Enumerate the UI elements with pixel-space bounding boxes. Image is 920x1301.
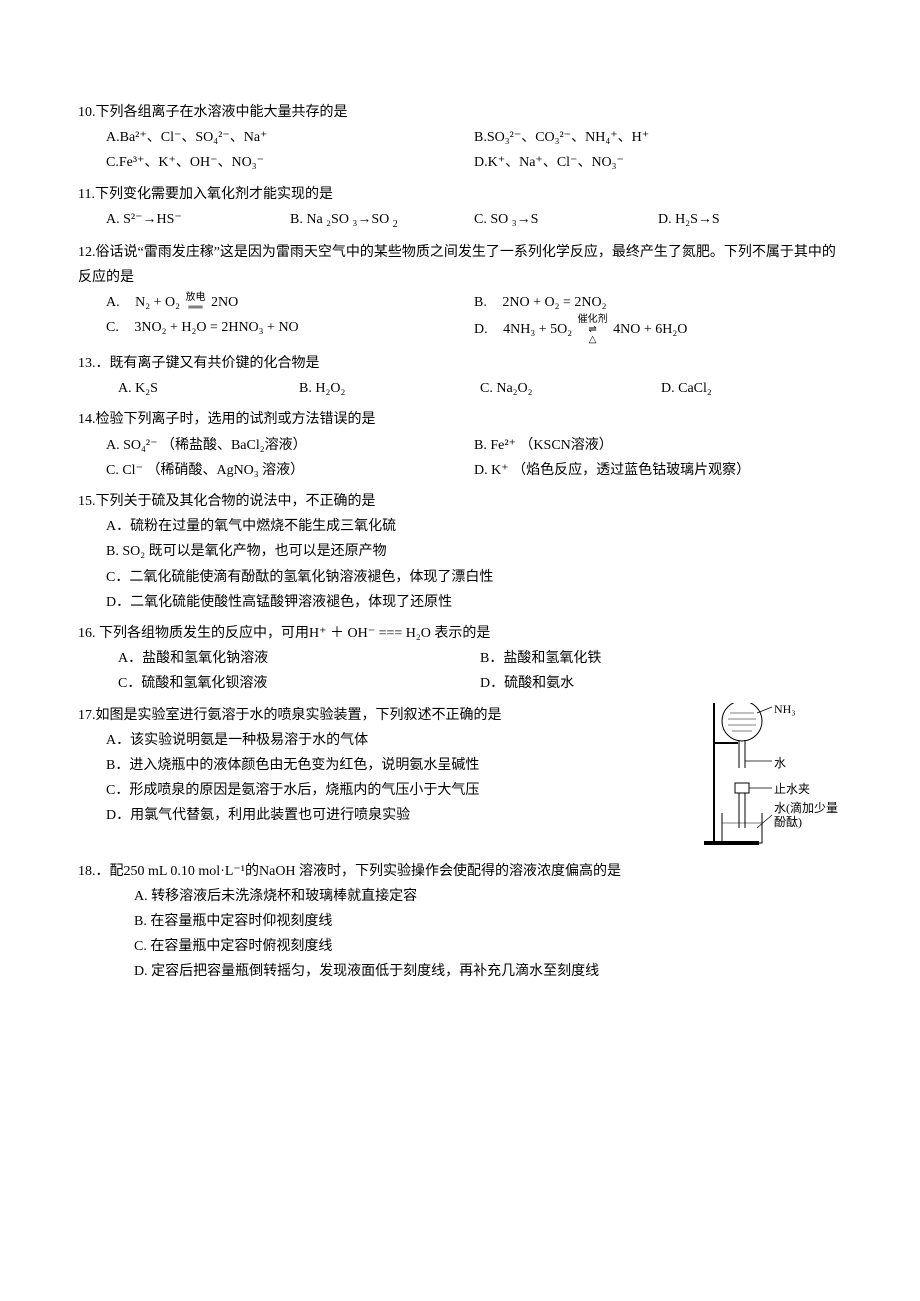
question-14: 14.检验下列离子时，选用的试剂或方法错误的是 A. SO₄²⁻ （稀盐酸、Ba… <box>78 407 842 483</box>
q16-opt-b: B．盐酸和氢氧化铁 <box>480 646 842 671</box>
q12-opt-d: D. 4NH₃ + 5O₂ 催化剂 ⇌ △ 4NO + 6H₂O <box>474 315 842 345</box>
q10-opt-d: D.K⁺、Na⁺、Cl⁻、NO₃⁻ <box>474 150 842 175</box>
discharge-condition: 放电 ══ <box>186 293 206 313</box>
q15-opt-a: A．硫粉在过量的氧气中燃烧不能生成三氧化硫 <box>106 514 842 539</box>
q13-opt-c: C. Na₂O₂ <box>480 376 661 401</box>
q10-opt-a: A.Ba²⁺、Cl⁻、SO₄²⁻、Na⁺ <box>106 125 474 150</box>
q11-opt-a: A. S²⁻→HS⁻ <box>106 207 290 234</box>
q14-opt-a: A. SO₄²⁻ （稀盐酸、BaCl₂溶液） <box>106 433 474 458</box>
question-11: 11.下列变化需要加入氧化剂才能实现的是 A. S²⁻→HS⁻ B. Na ₂S… <box>78 182 842 234</box>
catalyst-condition: 催化剂 ⇌ △ <box>578 315 608 345</box>
q14-opt-b: B. Fe²⁺ （KSCN溶液） <box>474 433 842 458</box>
q10-options: A.Ba²⁺、Cl⁻、SO₄²⁻、Na⁺ B.SO₃²⁻、CO₃²⁻、NH₄⁺、… <box>78 125 842 175</box>
question-16: 16. 下列各组物质发生的反应中，可用H⁺ ＋ OH⁻ === H₂O 表示的是… <box>78 621 842 697</box>
q12-opt-b: B. 2NO + O₂ = 2NO₂ <box>474 290 842 315</box>
q18-opt-b: B. 在容量瓶中定容时仰视刻度线 <box>134 909 842 934</box>
question-13: 13.．既有离子键又有共价键的化合物是 A. K₂S B. H₂O₂ C. Na… <box>78 351 842 401</box>
q13-opt-b: B. H₂O₂ <box>299 376 480 401</box>
fig-label-drop: 水(滴加少量酚酞) <box>774 801 842 830</box>
q11-opt-d: D. H₂S→S <box>658 207 842 234</box>
q10-opt-b: B.SO₃²⁻、CO₃²⁻、NH₄⁺、H⁺ <box>474 125 842 150</box>
q12-options: A. N₂ + O₂ 放电 ══ 2NO B. 2NO + O₂ = 2NO₂ … <box>78 290 842 345</box>
q10-opt-c: C.Fe³⁺、K⁺、OH⁻、NO₃⁻ <box>106 150 474 175</box>
q15-opt-c: C．二氧化硫能使滴有酚酞的氢氧化钠溶液褪色，体现了漂白性 <box>106 565 842 590</box>
q13-opt-d: D. CaCl₂ <box>661 376 842 401</box>
q16-opt-d: D．硫酸和氨水 <box>480 671 842 696</box>
q12-stem: 12.俗话说“雷雨发庄稼”这是因为雷雨天空气中的某些物质之间发生了一系列化学反应… <box>78 240 842 290</box>
q14-stem: 14.检验下列离子时，选用的试剂或方法错误的是 <box>78 407 842 432</box>
fig-label-water: 水 <box>774 753 786 775</box>
q15-opt-b: B. SO₂ 既可以是氧化产物，也可以是还原产物 <box>106 539 842 564</box>
q11-stem: 11.下列变化需要加入氧化剂才能实现的是 <box>78 182 842 207</box>
q14-options: A. SO₄²⁻ （稀盐酸、BaCl₂溶液） B. Fe²⁺ （KSCN溶液） … <box>78 433 842 483</box>
q15-opt-d: D．二氧化硫能使酸性高锰酸钾溶液褪色，体现了还原性 <box>106 590 842 615</box>
q14-opt-c: C. Cl⁻ （稀硝酸、AgNO₃ 溶液） <box>106 458 474 483</box>
q16-opt-c: C．硫酸和氢氧化钡溶液 <box>118 671 480 696</box>
q11-opt-b: B. Na ₂SO ₃→SO 2 <box>290 207 474 234</box>
q15-options: A．硫粉在过量的氧气中燃烧不能生成三氧化硫 B. SO₂ 既可以是氧化产物，也可… <box>78 514 842 615</box>
question-18: 18.．配250 mL 0.10 mol·L⁻¹的NaOH 溶液时，下列实验操作… <box>78 859 842 985</box>
question-15: 15.下列关于硫及其化合物的说法中，不正确的是 A．硫粉在过量的氧气中燃烧不能生… <box>78 489 842 615</box>
q18-opt-c: C. 在容量瓶中定容时俯视刻度线 <box>134 934 842 959</box>
question-12: 12.俗话说“雷雨发庄稼”这是因为雷雨天空气中的某些物质之间发生了一系列化学反应… <box>78 240 842 346</box>
q18-opt-a: A. 转移溶液后未洗涤烧杯和玻璃棒就直接定容 <box>134 884 842 909</box>
q15-stem: 15.下列关于硫及其化合物的说法中，不正确的是 <box>78 489 842 514</box>
fig-label-clip: 止水夹 <box>774 779 810 801</box>
question-10: 10.下列各组离子在水溶液中能大量共存的是 A.Ba²⁺、Cl⁻、SO₄²⁻、N… <box>78 100 842 176</box>
q16-opt-a: A．盐酸和氢氧化钠溶液 <box>118 646 480 671</box>
q12-opt-c: C. 3NO₂ + H₂O = 2HNO₃ + NO <box>106 315 474 345</box>
q16-options: A．盐酸和氢氧化钠溶液 B．盐酸和氢氧化铁 C．硫酸和氢氧化钡溶液 D．硫酸和氨… <box>78 646 842 696</box>
q10-stem: 10.下列各组离子在水溶液中能大量共存的是 <box>78 100 842 125</box>
q18-stem: 18.．配250 mL 0.10 mol·L⁻¹的NaOH 溶液时，下列实验操作… <box>78 859 842 884</box>
q13-stem: 13.．既有离子键又有共价键的化合物是 <box>78 351 842 376</box>
q13-opt-a: A. K₂S <box>118 376 299 401</box>
q13-options: A. K₂S B. H₂O₂ C. Na₂O₂ D. CaCl₂ <box>78 376 842 401</box>
q14-opt-d: D. K⁺ （焰色反应，透过蓝色钴玻璃片观察） <box>474 458 842 483</box>
fig-label-nh3: NH₃ <box>774 703 796 721</box>
q18-options: A. 转移溶液后未洗涤烧杯和玻璃棒就直接定容 B. 在容量瓶中定容时仰视刻度线 … <box>78 884 842 985</box>
q12-opt-a: A. N₂ + O₂ 放电 ══ 2NO <box>106 290 474 315</box>
q18-opt-d: D. 定容后把容量瓶倒转摇匀，发现液面低于刻度线，再补充几滴水至刻度线 <box>134 959 842 984</box>
question-17: NH₃ 水 止水夹 水(滴加少量酚酞) 17.如图是实验室进行氨溶于水的喷泉实验… <box>78 703 842 853</box>
q11-options: A. S²⁻→HS⁻ B. Na ₂SO ₃→SO 2 C. SO ₃→S D.… <box>78 207 842 234</box>
fountain-apparatus-figure: NH₃ 水 止水夹 水(滴加少量酚酞) <box>702 703 842 853</box>
q16-stem: 16. 下列各组物质发生的反应中，可用H⁺ ＋ OH⁻ === H₂O 表示的是 <box>78 621 842 646</box>
q11-opt-c: C. SO ₃→S <box>474 207 658 234</box>
